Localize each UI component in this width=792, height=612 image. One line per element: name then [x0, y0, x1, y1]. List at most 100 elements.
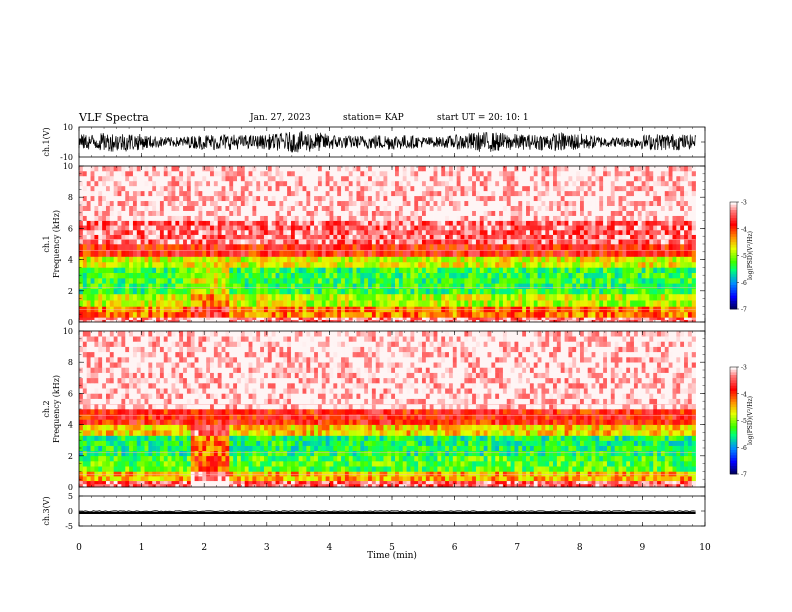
heatmap-cell — [352, 244, 357, 251]
heatmap-cell — [518, 283, 523, 289]
heatmap-cell — [479, 195, 484, 202]
heatmap-cell — [167, 200, 172, 207]
heatmap-cell — [356, 278, 361, 284]
heatmap-cell — [560, 261, 565, 268]
heatmap-cell — [518, 210, 523, 216]
heatmap-cell — [560, 288, 565, 295]
heatmap-cell — [152, 261, 157, 268]
heatmap-cell — [637, 278, 642, 284]
heatmap-cell — [248, 225, 253, 231]
heatmap-cell — [240, 190, 246, 197]
heatmap-cell — [614, 195, 619, 202]
heatmap-cell — [691, 170, 696, 177]
heatmap-cell — [514, 185, 519, 192]
heatmap-cell — [472, 283, 477, 289]
heatmap-cell — [348, 250, 353, 257]
heatmap-cell — [483, 272, 488, 279]
heatmap-cell — [198, 234, 203, 240]
heatmap-cell — [229, 272, 234, 279]
heatmap-cell — [425, 180, 430, 187]
heatmap-cell — [676, 293, 681, 301]
heatmap-cell — [472, 239, 477, 245]
heatmap-cell — [410, 283, 415, 289]
heatmap-cell — [391, 185, 396, 192]
heatmap-cell — [387, 278, 392, 284]
heatmap-cell — [526, 175, 531, 182]
heatmap-cell — [256, 250, 261, 257]
heatmap-cell — [287, 288, 292, 295]
heatmap-cell — [333, 200, 338, 207]
heatmap-cell — [117, 195, 122, 202]
heatmap-cell — [341, 288, 346, 295]
heatmap-cell — [576, 234, 581, 240]
heatmap-cell — [464, 225, 469, 231]
heatmap-cell — [472, 267, 477, 273]
heatmap-cell — [649, 225, 654, 231]
heatmap-cell — [433, 215, 438, 221]
heatmap-cell — [487, 317, 492, 320]
heatmap-cell — [152, 190, 157, 197]
heatmap-cell — [421, 293, 427, 301]
heatmap-cell — [98, 244, 103, 251]
heatmap-cell — [140, 195, 145, 202]
heatmap-cell — [159, 225, 165, 231]
heatmap-cell — [156, 267, 161, 273]
heatmap-cell — [468, 317, 473, 320]
heatmap-cell — [402, 288, 407, 295]
heatmap-cell — [310, 319, 315, 323]
heatmap-cell — [452, 300, 457, 307]
heatmap-cell — [572, 200, 577, 207]
heatmap-cell — [410, 319, 415, 323]
heatmap-cell — [475, 225, 481, 231]
heatmap-cell — [645, 256, 650, 263]
heatmap-cell — [529, 215, 535, 221]
heatmap-cell — [441, 300, 446, 307]
heatmap-cell — [360, 272, 365, 279]
heatmap-cell — [86, 205, 91, 211]
heatmap-cell — [279, 225, 284, 231]
heatmap-cell — [637, 195, 642, 202]
heatmap-cell — [630, 200, 635, 207]
heatmap-cell — [314, 283, 319, 289]
heatmap-cell — [433, 311, 438, 318]
heatmap-cell — [156, 215, 161, 221]
heatmap-cell — [587, 200, 592, 207]
heatmap-cell — [129, 288, 134, 295]
heatmap-cell — [556, 244, 562, 251]
heatmap-cell — [653, 319, 658, 323]
heatmap-cell — [237, 272, 242, 279]
heatmap-cell — [217, 195, 222, 202]
heatmap-cell — [499, 166, 504, 172]
heatmap-cell — [687, 166, 693, 172]
heatmap-cell — [121, 220, 126, 226]
heatmap-cell — [499, 319, 504, 323]
heatmap-cell — [360, 319, 365, 323]
heatmap-cell — [684, 175, 689, 182]
heatmap-cell — [82, 317, 87, 320]
heatmap-cell — [603, 229, 608, 235]
heatmap-cell — [283, 244, 288, 251]
heatmap-cell — [368, 300, 373, 307]
heatmap-cell — [383, 256, 388, 263]
heatmap-cell — [175, 190, 180, 197]
heatmap-cell — [395, 244, 400, 251]
heatmap-cell — [587, 278, 592, 284]
heatmap-cell — [464, 311, 469, 318]
heatmap-cell — [553, 261, 558, 268]
heatmap-cell — [113, 261, 118, 268]
heatmap-cell — [680, 180, 685, 187]
heatmap-cell — [248, 256, 253, 263]
heatmap-cell — [379, 190, 384, 197]
heatmap-cell — [121, 250, 126, 257]
heatmap-cell — [244, 261, 249, 268]
heatmap-cell — [414, 256, 419, 263]
heatmap-cell — [102, 215, 107, 221]
heatmap-cell — [468, 205, 473, 211]
heatmap-cell — [529, 180, 535, 187]
heatmap-cell — [445, 267, 450, 273]
heatmap-cell — [475, 283, 481, 289]
heatmap-cell — [522, 256, 527, 263]
heatmap-cell — [321, 319, 326, 323]
heatmap-cell — [248, 205, 253, 211]
heatmap-cell — [472, 225, 477, 231]
